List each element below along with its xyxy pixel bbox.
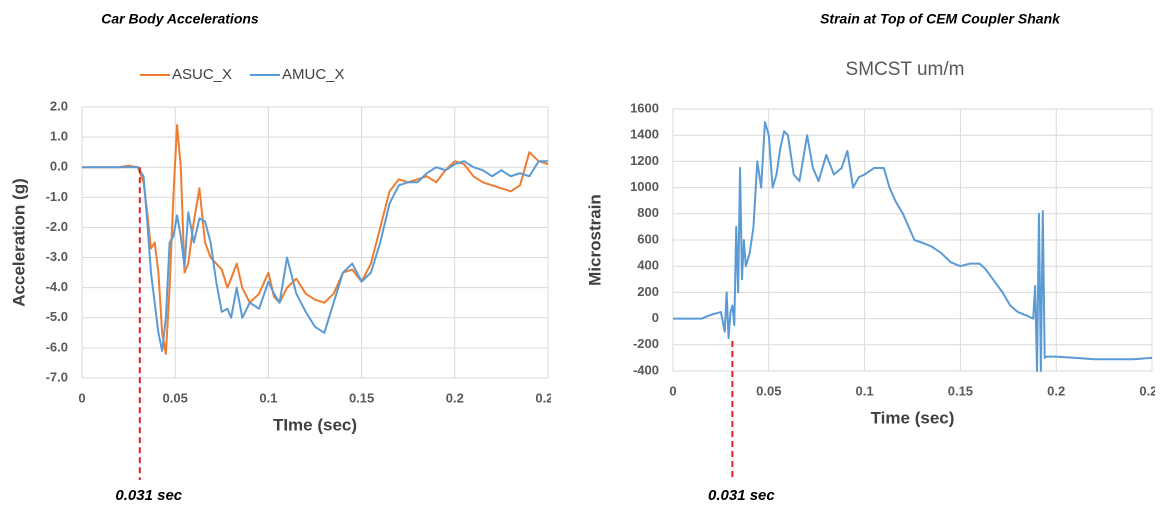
chart-title: Car Body Accelerations <box>101 11 259 27</box>
data-line <box>82 160 548 352</box>
x-tick-label: 0.1 <box>259 390 277 405</box>
x-tick-label: 0.15 <box>948 383 973 398</box>
y-tick-label: 200 <box>637 284 659 299</box>
data-line <box>82 124 549 355</box>
y-tick-label: 0.0 <box>50 159 68 174</box>
y-tick-label: 600 <box>637 231 659 246</box>
y-tick-label: -400 <box>633 362 659 377</box>
y-tick-label: -3.0 <box>46 249 68 264</box>
data-line <box>673 121 1153 372</box>
x-tick-label: 0 <box>669 383 676 398</box>
x-tick-label: 0.05 <box>163 390 188 405</box>
legend-label: AMUC_X <box>282 66 345 83</box>
x-tick-label: 0.25 <box>1139 383 1164 398</box>
x-tick-label: 0.2 <box>446 390 464 405</box>
x-axis-title: Time (sec) <box>871 408 955 427</box>
x-tick-label: 0 <box>78 390 85 405</box>
y-tick-label: 1.0 <box>50 129 68 144</box>
x-axis-title: TIme (sec) <box>273 415 357 434</box>
y-tick-label: -5.0 <box>46 309 68 324</box>
y-axis-title: Acceleration (g) <box>9 178 28 306</box>
y-tick-label: 1200 <box>630 153 659 168</box>
annotation-text: 0.031 sec <box>115 487 182 504</box>
y-tick-label: 1600 <box>630 100 659 115</box>
x-tick-label: 0.25 <box>535 390 560 405</box>
y-tick-label: 1400 <box>630 127 659 142</box>
chart-title: Strain at Top of CEM Coupler Shank <box>820 11 1061 27</box>
y-tick-label: 400 <box>637 258 659 273</box>
x-tick-label: 0.1 <box>856 383 874 398</box>
x-tick-label: 0.15 <box>349 390 374 405</box>
y-tick-label: 1000 <box>630 179 659 194</box>
y-tick-label: -7.0 <box>46 369 68 384</box>
y-axis-title: Microstrain <box>585 194 604 286</box>
y-tick-label: -6.0 <box>46 339 68 354</box>
y-tick-label: -2.0 <box>46 219 68 234</box>
y-tick-label: 800 <box>637 205 659 220</box>
legend-label: ASUC_X <box>172 66 232 83</box>
series-name: SMCST um/m <box>846 59 965 80</box>
x-tick-label: 0.05 <box>756 383 781 398</box>
y-tick-label: -1.0 <box>46 189 68 204</box>
y-tick-label: 0 <box>652 310 659 325</box>
y-tick-label: -4.0 <box>46 279 68 294</box>
y-tick-label: 2.0 <box>50 98 68 113</box>
y-tick-label: -200 <box>633 336 659 351</box>
x-tick-label: 0.2 <box>1047 383 1065 398</box>
annotation-text: 0.031 sec <box>708 487 775 504</box>
